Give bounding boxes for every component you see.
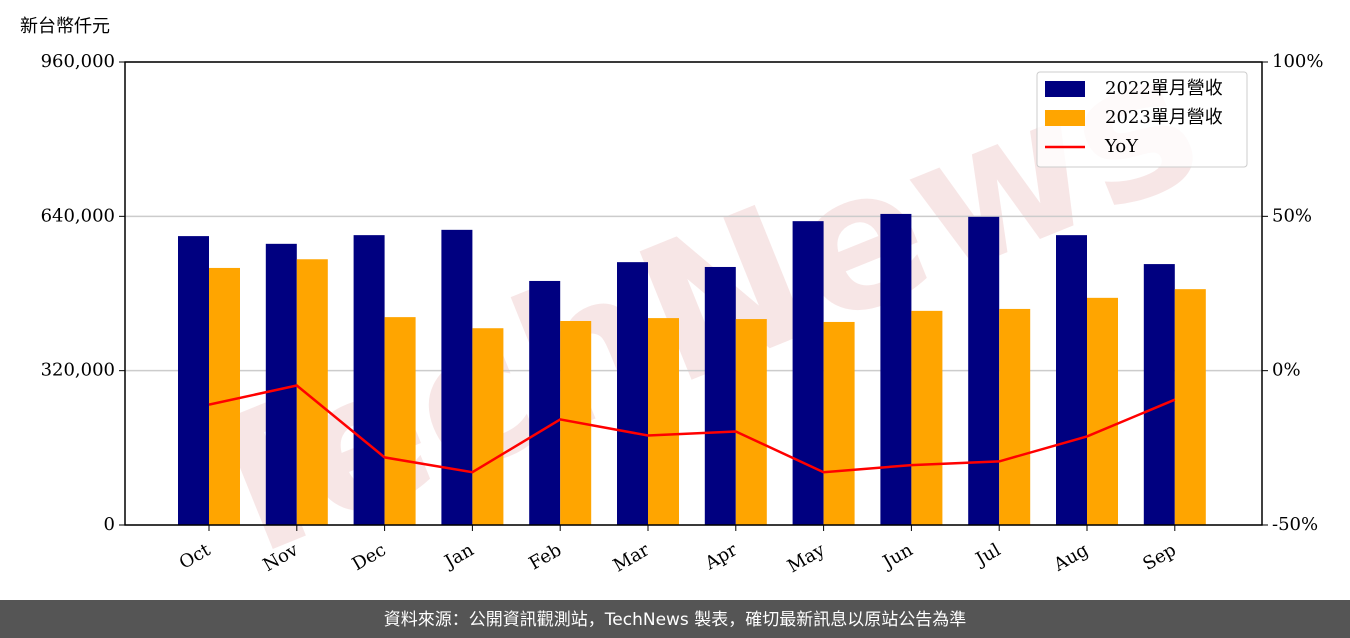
bar	[617, 262, 648, 525]
x-tick-label: Jan	[440, 539, 478, 573]
y-tick-label: 640,000	[41, 205, 115, 226]
bar	[792, 221, 824, 525]
y-tick-label: 960,000	[41, 51, 115, 72]
bar	[296, 259, 328, 525]
x-tick-label: Jul	[971, 539, 1005, 571]
legend-label: 2022單月營收	[1105, 78, 1223, 99]
plot-frame	[124, 61, 1263, 526]
bar	[209, 267, 240, 525]
x-tick-label: Feb	[526, 539, 566, 574]
bar	[648, 318, 679, 525]
legend-box	[1036, 71, 1248, 168]
x-tick-label: May	[784, 539, 829, 577]
x-tick-label: Sep	[1139, 539, 1179, 574]
bar	[265, 243, 297, 525]
bar	[704, 266, 736, 525]
bar	[1174, 289, 1206, 525]
legend-swatch	[1045, 81, 1085, 97]
footer-bar	[0, 600, 1350, 638]
bar	[880, 213, 912, 525]
bar	[178, 236, 209, 525]
legend-swatch	[1045, 110, 1085, 126]
bar	[911, 310, 943, 525]
footer-text: 資料來源：公開資訊觀測站，TechNews 製表，確切最新訊息以原站公告為準	[384, 610, 966, 630]
x-tick-label: Oct	[176, 539, 215, 574]
y-tick-label: 320,000	[41, 360, 115, 381]
y2-tick-label: -50%	[1272, 514, 1318, 535]
x-tick-label: Mar	[610, 539, 654, 576]
bar	[353, 235, 385, 526]
bar	[999, 308, 1031, 525]
y2-tick-label: 100%	[1272, 51, 1323, 72]
bar	[1143, 264, 1175, 525]
bar	[529, 280, 561, 525]
bar	[735, 319, 767, 525]
x-tick-label: Apr	[701, 539, 741, 574]
legend-label: YoY	[1104, 136, 1139, 157]
bar	[968, 216, 1000, 526]
bar	[1056, 235, 1087, 526]
bar	[441, 229, 473, 525]
bar	[823, 321, 855, 525]
legend-label: 2023單月營收	[1105, 107, 1223, 128]
y2-tick-label: 0%	[1272, 360, 1301, 381]
bar	[384, 317, 416, 525]
bar	[472, 328, 504, 525]
x-tick-label: Aug	[1049, 539, 1092, 576]
x-tick-label: Jun	[878, 539, 917, 574]
y-axis-label: 新台幣仟元	[20, 16, 110, 37]
y2-tick-label: 50%	[1272, 205, 1312, 226]
y-tick-label: 0	[104, 514, 115, 535]
line	[208, 384, 1176, 474]
bar	[1087, 297, 1118, 525]
